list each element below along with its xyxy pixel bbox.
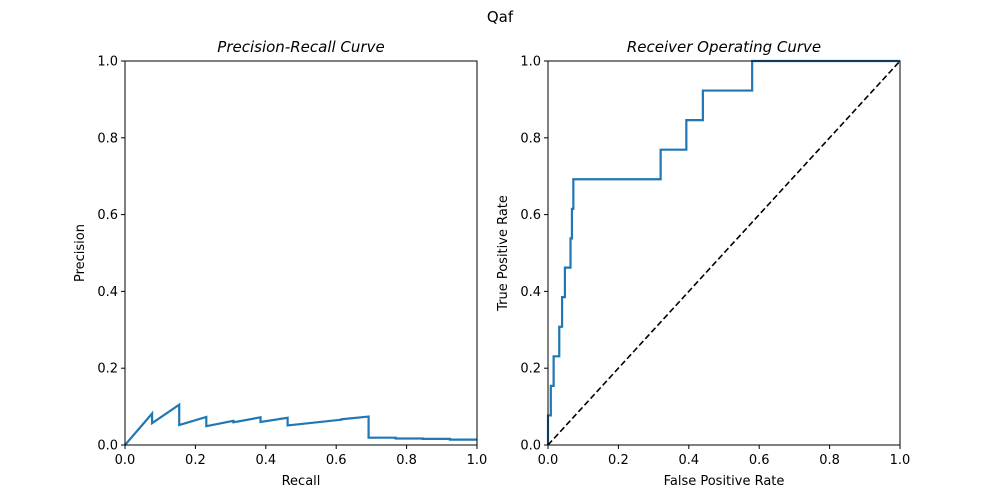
pr-axes-title: Precision-Recall Curve	[217, 38, 384, 56]
pr-y-tick-label: 0.8	[97, 131, 118, 146]
roc-y-tick-label: 0.4	[520, 285, 541, 300]
roc-x-tick-label: 0.2	[608, 453, 629, 468]
roc-axes-title: Receiver Operating Curve	[627, 38, 821, 56]
roc-x-tick-label: 0.8	[819, 453, 840, 468]
roc-chance-line	[547, 60, 901, 446]
pr-x-tick-label: 0.4	[255, 453, 276, 468]
roc-x-tick-label: 0.6	[749, 453, 770, 468]
precision-recall-axes: 0.0 0.2 0.4 0.6 0.8 1.0 0.0 0.2 0.4 0.6 0.8 1.0 Prec…	[73, 38, 487, 489]
pr-y-tick-label: 0.4	[97, 285, 118, 300]
figure-suptitle: Qaf	[487, 8, 514, 26]
roc-axes-frame	[547, 60, 901, 446]
roc-x-tick-label: 0.4	[678, 453, 699, 468]
pr-x-tick-label: 0.6	[326, 453, 347, 468]
roc-y-tick-label: 1.0	[520, 55, 541, 70]
roc-x-tick-label: 1.0	[890, 453, 911, 468]
roc-y-axis-label: True Positive Rate	[496, 195, 511, 312]
pr-axes-frame	[124, 60, 478, 446]
pr-curve-line	[124, 402, 477, 446]
roc-y-tick-label: 0.6	[520, 208, 541, 223]
pr-y-axis-label: Precision	[73, 224, 88, 282]
pr-x-tick-label: 0.2	[185, 453, 206, 468]
roc-y-tick-label: 0.8	[520, 131, 541, 146]
pr-x-tick-label: 1.0	[467, 453, 488, 468]
pr-y-tick-label: 0.6	[97, 208, 118, 223]
pr-y-tick-label: 1.0	[97, 55, 118, 70]
roc-axes: 0.0 0.2 0.4 0.6 0.8 1.0 0.0 0.2 0.4 0.6 0.8 1.0 Rece…	[496, 38, 910, 489]
pr-x-tick-label: 0.8	[396, 453, 417, 468]
pr-x-tick-label: 0.0	[115, 453, 136, 468]
roc-x-axis-label: False Positive Rate	[664, 474, 785, 489]
roc-x-tick-label: 0.0	[538, 453, 559, 468]
roc-y-tick-label: 0.0	[520, 439, 541, 454]
pr-x-axis-label: Recall	[282, 474, 321, 489]
pr-y-tick-label: 0.0	[97, 439, 118, 454]
pr-y-tick-label: 0.2	[97, 362, 118, 377]
roc-curve-line	[546, 59, 900, 445]
roc-y-tick-label: 0.2	[520, 362, 541, 377]
